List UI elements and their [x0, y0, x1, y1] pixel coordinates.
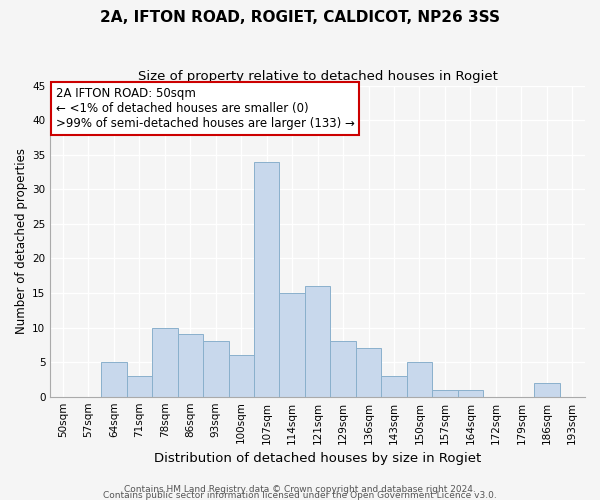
Bar — [229, 355, 254, 397]
Text: 2A, IFTON ROAD, ROGIET, CALDICOT, NP26 3SS: 2A, IFTON ROAD, ROGIET, CALDICOT, NP26 3… — [100, 10, 500, 25]
Bar — [254, 162, 280, 396]
Bar — [331, 342, 356, 396]
Bar — [432, 390, 458, 396]
Bar — [101, 362, 127, 396]
Bar — [458, 390, 483, 396]
Bar — [280, 293, 305, 397]
Bar — [534, 383, 560, 396]
Bar — [152, 328, 178, 396]
Bar — [407, 362, 432, 396]
Bar — [305, 286, 331, 397]
Text: Contains HM Land Registry data © Crown copyright and database right 2024.: Contains HM Land Registry data © Crown c… — [124, 485, 476, 494]
Bar — [127, 376, 152, 396]
X-axis label: Distribution of detached houses by size in Rogiet: Distribution of detached houses by size … — [154, 452, 481, 465]
Y-axis label: Number of detached properties: Number of detached properties — [15, 148, 28, 334]
Title: Size of property relative to detached houses in Rogiet: Size of property relative to detached ho… — [138, 70, 497, 83]
Text: 2A IFTON ROAD: 50sqm
← <1% of detached houses are smaller (0)
>99% of semi-detac: 2A IFTON ROAD: 50sqm ← <1% of detached h… — [56, 87, 355, 130]
Bar — [381, 376, 407, 396]
Text: Contains public sector information licensed under the Open Government Licence v3: Contains public sector information licen… — [103, 491, 497, 500]
Bar — [203, 342, 229, 396]
Bar — [356, 348, 381, 397]
Bar — [178, 334, 203, 396]
